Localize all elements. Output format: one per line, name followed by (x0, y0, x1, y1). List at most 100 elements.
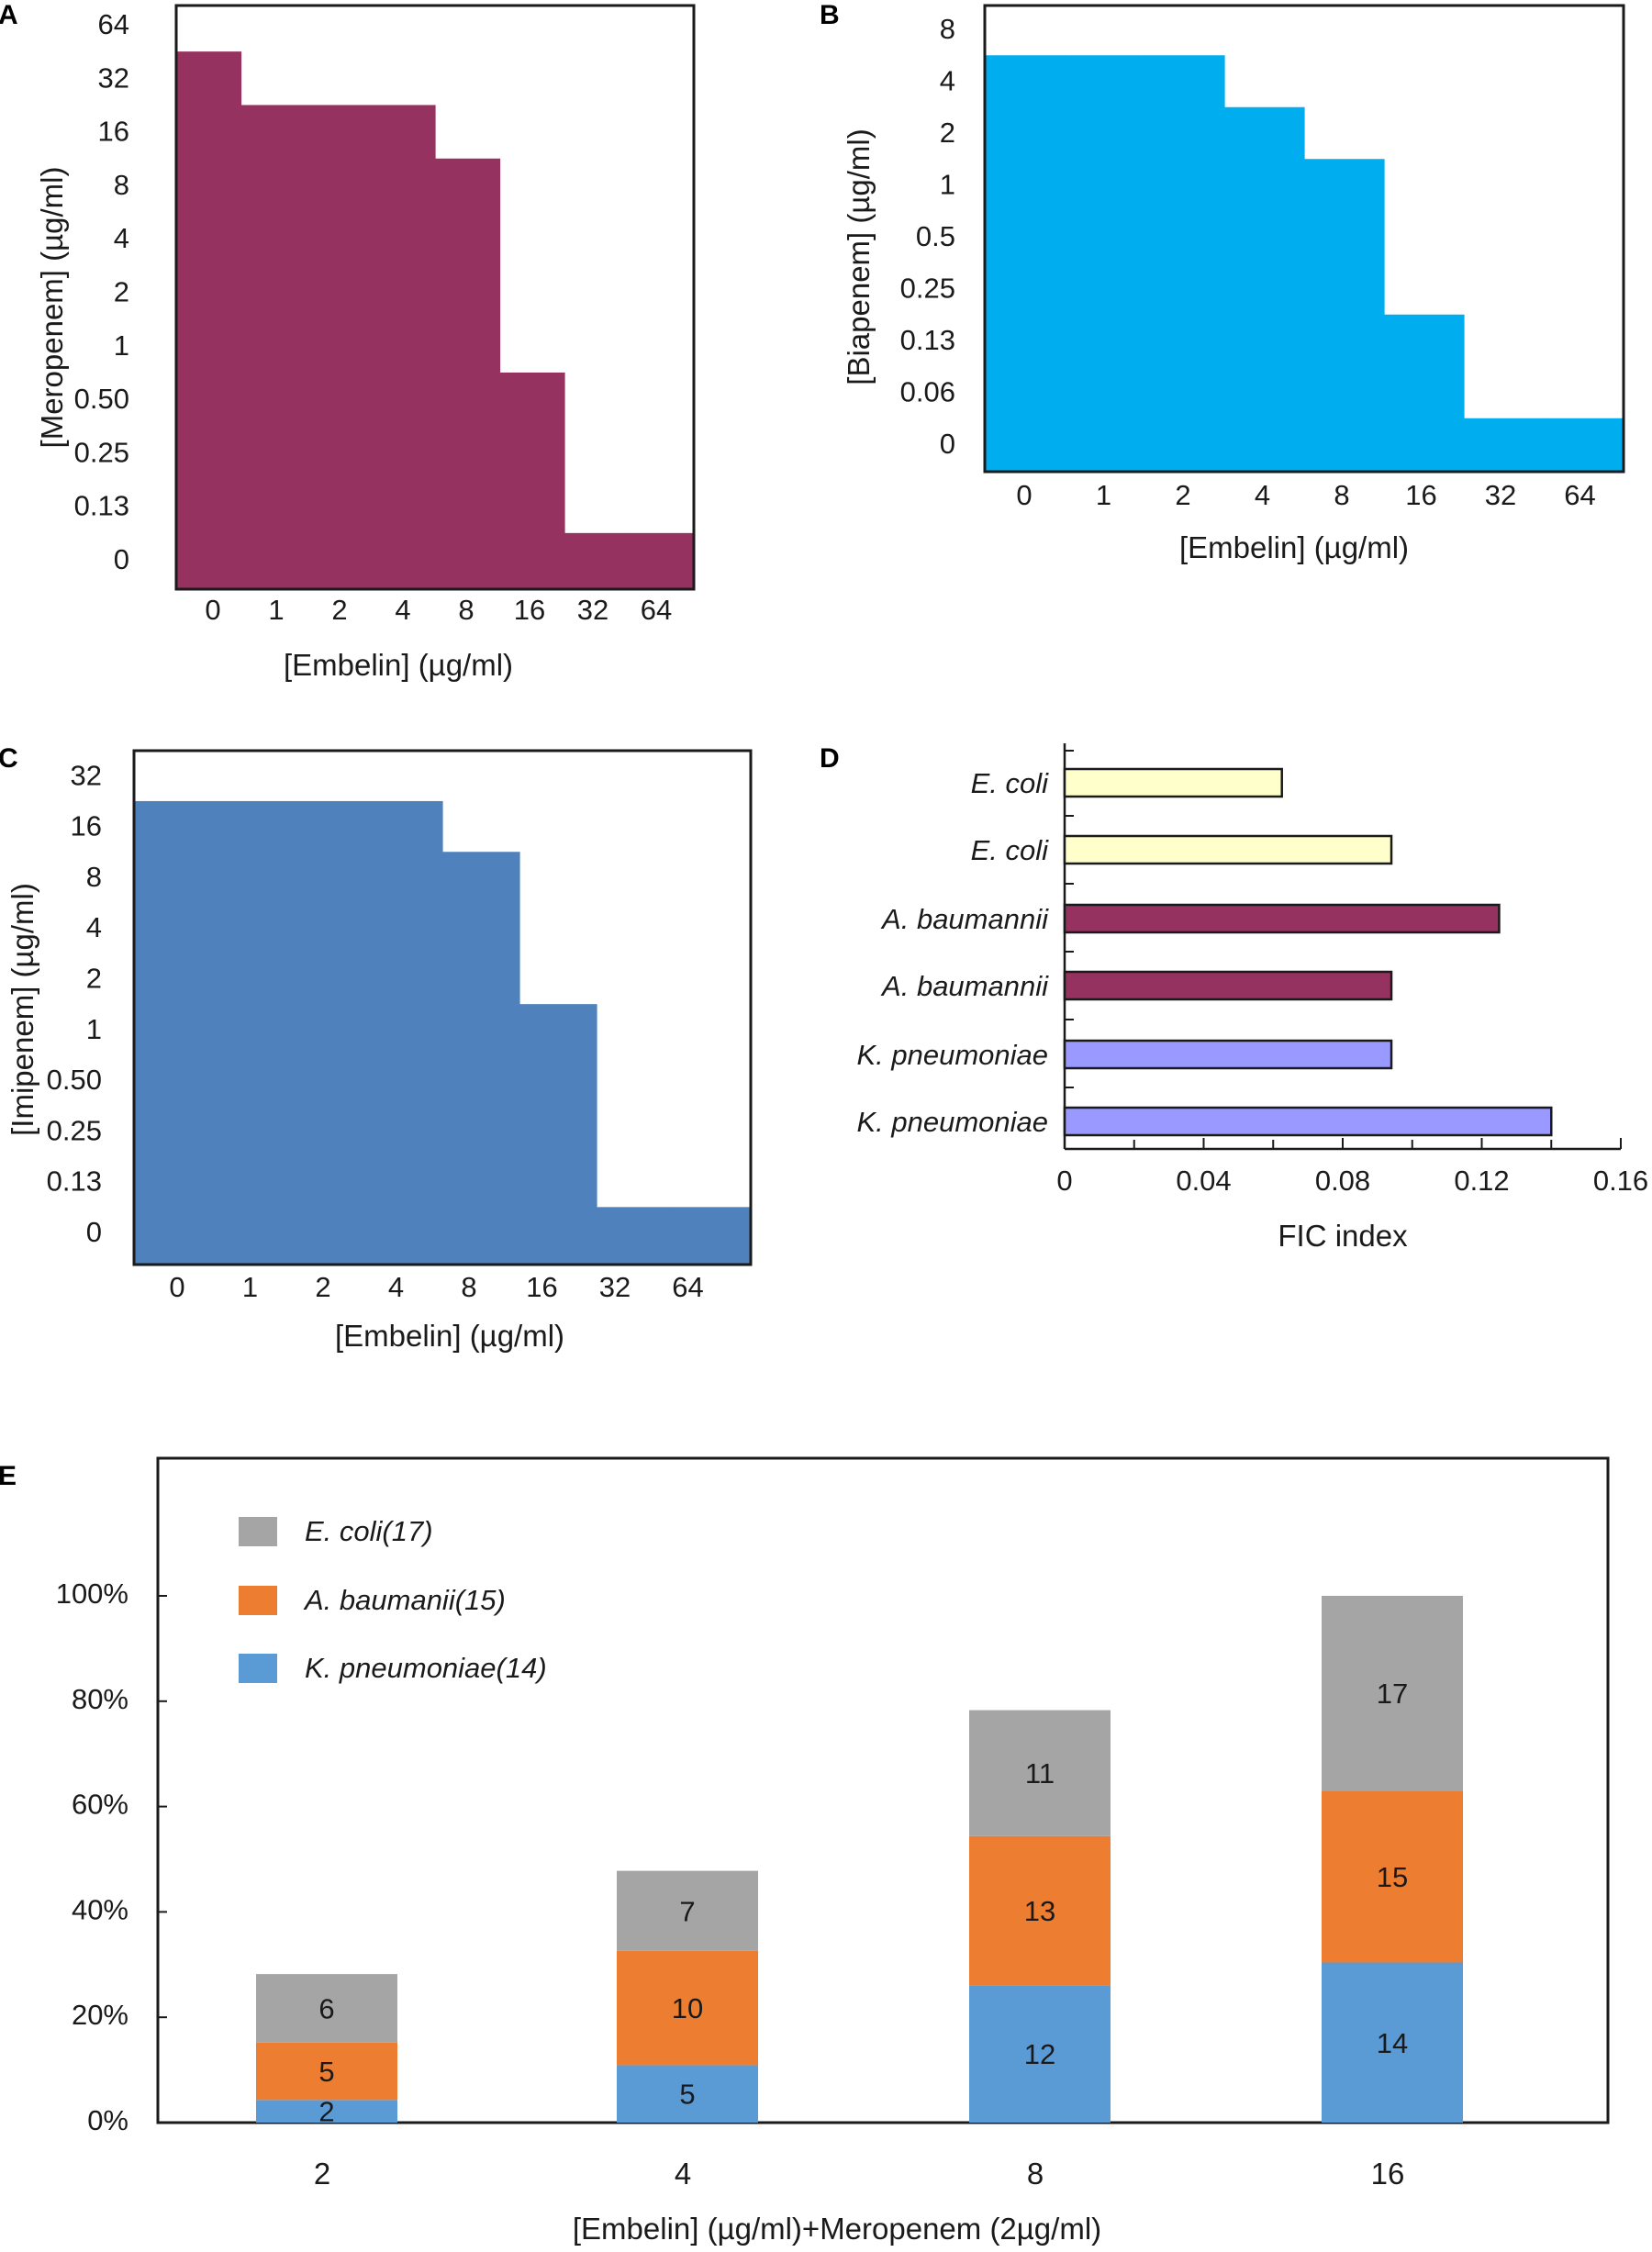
panel-c-y-tick-label: 2 (86, 963, 102, 995)
panel-d-bar (1063, 834, 1393, 865)
panel-d-label: D (820, 743, 840, 774)
panel-c-y-ticks: 0 0.13 0.25 0.50 1 2 4 8 16 32 (47, 759, 102, 1248)
panel-e-bar-segment (969, 1835, 1111, 1986)
panel-a-y-tick-label: 32 (98, 61, 129, 94)
panel-e-y-tick-label: 80% (72, 1683, 128, 1715)
panel-e-y-tick-label: 60% (72, 1789, 128, 1821)
panel-c-y-tick-label: 4 (86, 911, 102, 943)
panel-e-legend-label: K. pneumoniae(14) (305, 1652, 547, 1684)
panel-c-label: C (0, 743, 18, 774)
panel-e-x-tick-label: 2 (314, 2157, 330, 2191)
panel-e-bar-value-label: 2 (318, 2096, 334, 2128)
panel-b-x-ticks: 0 1 2 4 8 16 32 64 (1016, 479, 1595, 511)
panel-b-y-tick-label: 1 (940, 169, 955, 201)
panel-a-xlabel: [Embelin] (µg/ml) (284, 648, 513, 682)
panel-c-x-tick-label: 2 (315, 1271, 330, 1303)
panel-b-y-tick-label: 0 (940, 428, 955, 460)
panel-b-y-tick-label: 4 (940, 65, 955, 97)
panel-a-y-tick-label: 64 (98, 8, 129, 40)
panel-e-bar-value-label: 5 (679, 2079, 695, 2111)
panel-e-bar-segment (969, 1710, 1111, 1836)
panel-e: E 0% 20% 40% 60% 80% 100% 2 5 6 2 5 10 7 4 12 13 11 8 14 15… (0, 1456, 1610, 2246)
panel-b-x-tick-label: 4 (1255, 479, 1270, 511)
panel-b-step-column (985, 55, 1066, 472)
panel-c-x-tick-label: 8 (461, 1271, 476, 1303)
panel-a-x-tick-label: 16 (514, 594, 545, 626)
panel-a-x-tick-label: 32 (577, 594, 608, 626)
panel-e-bar-segment (1322, 1962, 1463, 2123)
panel-d-category-label: E. coli (971, 767, 1050, 799)
panel-e-legend-swatch (239, 1654, 277, 1683)
panel-c-y-tick-label: 0 (86, 1216, 102, 1248)
panel-b-step-column (1144, 55, 1225, 472)
panel-d-category-label: K. pneumoniae (856, 1106, 1048, 1138)
panel-c-x-tick-label: 32 (599, 1271, 631, 1303)
panel-b-x-tick-label: 8 (1334, 479, 1349, 511)
panel-c-xlabel: [Embelin] (µg/ml) (335, 1319, 564, 1353)
panel-c-y-tick-label: 8 (86, 861, 102, 893)
panel-d-category-label: K. pneumoniae (856, 1039, 1048, 1071)
panel-d-bars: 0 0.04 0.08 0.12 0.16 E. coli E. coli A. bauman… (856, 743, 1648, 1197)
panel-c-step-column (288, 800, 366, 1265)
panel-a-step-column (499, 372, 565, 589)
panel-a-step-area (176, 51, 695, 589)
panel-a-y-ticks: 0 0.13 0.25 0.50 1 2 4 8 16 32 64 (74, 8, 129, 575)
panel-e-bar-value-label: 12 (1024, 2038, 1055, 2070)
panel-a-x-tick-label: 64 (641, 594, 672, 626)
panel-d-x-tick-label: 0.04 (1176, 1165, 1231, 1197)
panel-c-step-column (674, 1207, 752, 1265)
panel-b-step-column (1224, 106, 1305, 472)
panel-e-bar-segment (617, 2065, 758, 2123)
panel-e-bar-value-label: 10 (672, 1992, 703, 2024)
panel-b-step-column (1544, 418, 1624, 472)
panel-c-x-tick-label: 64 (672, 1271, 703, 1303)
panel-a-y-tick-label: 0.50 (74, 383, 129, 415)
panel-c-step-column (597, 1207, 675, 1265)
panel-d-category-label: A. baumannii (880, 903, 1049, 935)
panel-b-x-tick-label: 0 (1016, 479, 1032, 511)
panel-a-y-tick-label: 4 (114, 222, 129, 254)
panel-a-x-ticks: 0 1 2 4 8 16 32 64 (205, 594, 672, 626)
panel-a-step-column (564, 532, 631, 589)
panel-e-legend-swatch (239, 1517, 277, 1546)
panel-e-y-tick-label: 100% (56, 1578, 128, 1610)
panel-b-step-column (1384, 314, 1465, 472)
panel-c-y-tick-label: 0.13 (47, 1165, 102, 1198)
panel-d-bar (1063, 1039, 1393, 1070)
panel-b-step-area (985, 55, 1624, 472)
panel-b: B 0 0.06 0.13 0.25 0.5 1 2 4 8 0 1 2 4 8 16 32 64 [Embe… (820, 0, 1625, 564)
panel-a-x-tick-label: 1 (268, 594, 284, 626)
panel-a-y-tick-label: 0.13 (74, 490, 129, 522)
panel-d-bar (1063, 970, 1393, 1001)
panel-c-step-area (134, 800, 752, 1265)
panel-e-bar-segment (256, 2042, 397, 2101)
panel-a-x-tick-label: 4 (395, 594, 410, 626)
panel-d-x-tick-label: 0 (1056, 1165, 1072, 1197)
panel-b-y-tick-label: 8 (940, 13, 955, 45)
panel-c-step-column (442, 852, 520, 1265)
panel-b-y-tick-label: 0.06 (900, 376, 955, 408)
panel-e-legend-label: A. baumanii(15) (303, 1584, 506, 1616)
panel-a-label: A (0, 0, 18, 30)
panel-c-step-column (365, 800, 443, 1265)
panel-e-bar-value-label: 13 (1024, 1895, 1055, 1927)
panel-c-x-tick-label: 0 (169, 1271, 184, 1303)
panel-d-category-label: A. baumannii (880, 970, 1049, 1002)
panel-d: D 0 0.04 0.08 0.12 0.16 E. coli E. coli A. baum… (820, 743, 1648, 1253)
panel-d-bar (1063, 903, 1501, 934)
panel-b-ylabel: [Biapenem] (µg/ml) (842, 128, 876, 385)
panel-c-frame (132, 749, 753, 1266)
panel-b-step-column (1065, 55, 1145, 472)
panel-c-x-tick-label: 4 (388, 1271, 404, 1303)
panel-a-ylabel: [Meropenem] (µg/ml) (35, 167, 69, 449)
panel-b-y-tick-label: 0.13 (900, 324, 955, 356)
panel-a-y-tick-label: 8 (114, 169, 129, 201)
panel-a-step-column (176, 51, 242, 589)
panel-c-y-tick-label: 1 (86, 1013, 102, 1045)
panel-e-y-tick-label: 20% (72, 1999, 128, 2031)
panel-c-ylabel: [Imipenem] (µg/ml) (6, 883, 39, 1136)
panel-a-y-tick-label: 0.25 (74, 436, 129, 468)
panel-c-step-column (211, 800, 289, 1265)
panel-b-step-column (1304, 159, 1385, 472)
panel-c-y-tick-label: 0.25 (47, 1114, 102, 1146)
